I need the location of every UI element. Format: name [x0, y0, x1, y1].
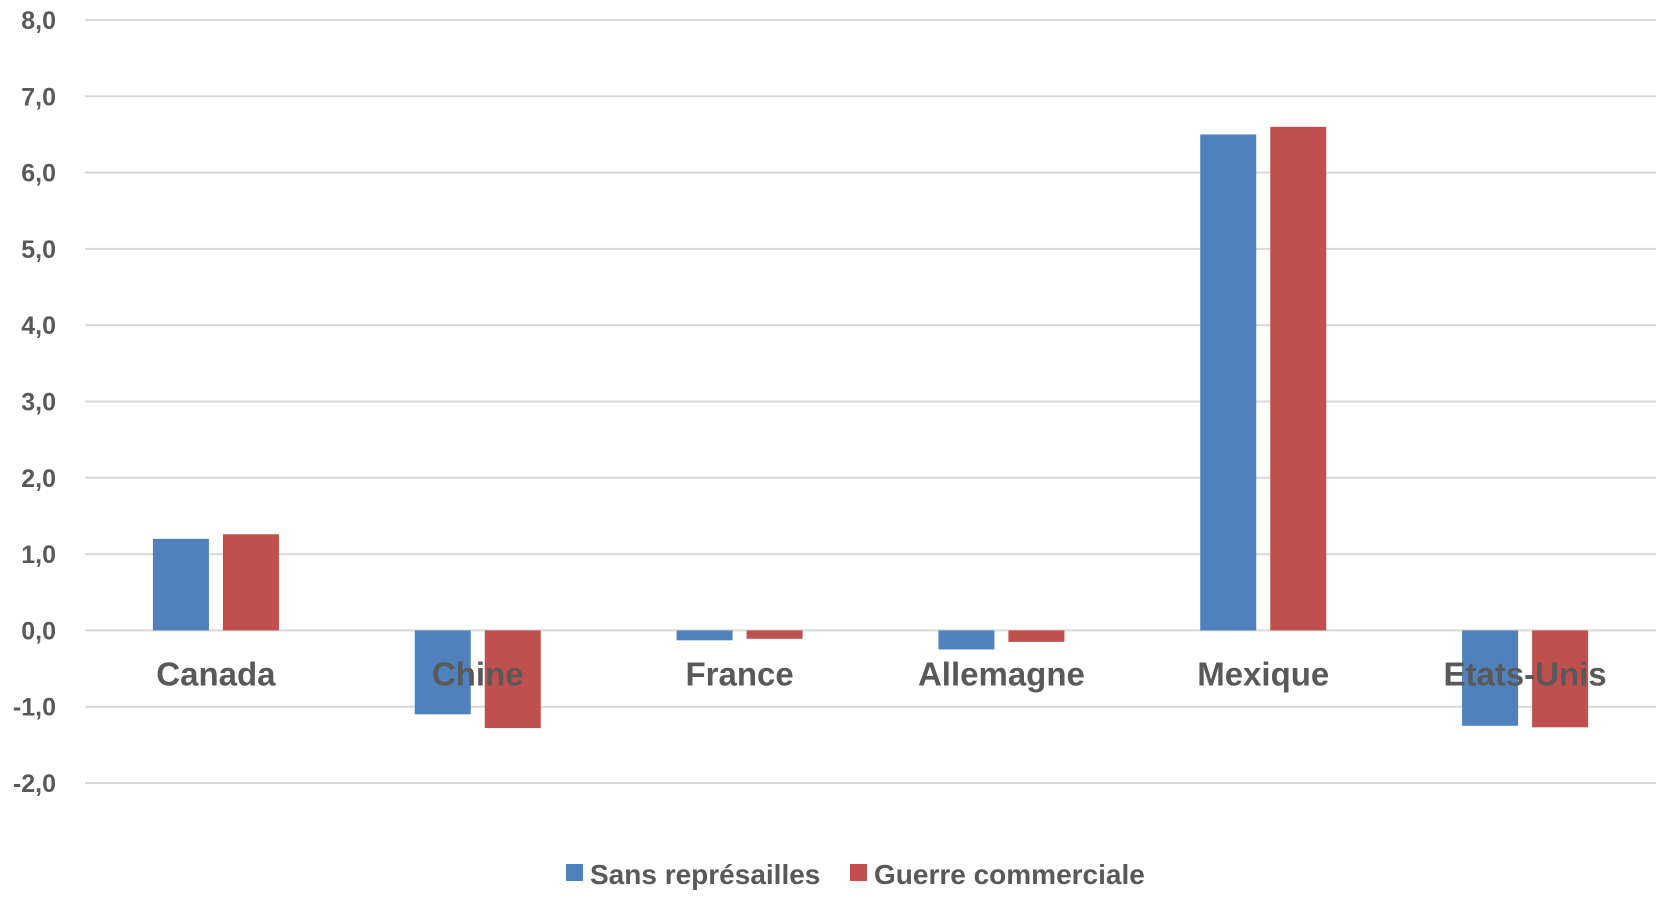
gridlines [85, 19, 1656, 784]
x-tick-label: Mexique [1197, 655, 1329, 692]
y-tick-label: 3,0 [21, 389, 56, 417]
y-axis-ticks: -2,0 -1,0 0,0 1,0 2,0 3,0 4,0 5,0 6,0 7,0 8,0 [13, 7, 56, 798]
bar-guerre-commerciale-1 [484, 630, 541, 729]
y-tick-label: -1,0 [13, 694, 56, 722]
legend-swatch-0 [566, 864, 583, 881]
bar-sans-represailles-1 [414, 630, 471, 715]
bar-guerre-commerciale-2 [746, 630, 803, 639]
y-tick-label: -2,0 [13, 770, 56, 798]
y-tick-label: 4,0 [21, 312, 56, 340]
x-tick-label: Allemagne [918, 655, 1085, 692]
x-axis-ticks: Canada Chine France Allemagne Mexique Etats-U… [156, 655, 1606, 692]
legend: Sans représailles Guerre commerciale [566, 859, 1145, 890]
y-tick-label: 7,0 [21, 83, 56, 111]
bar-guerre-commerciale-0 [222, 534, 279, 631]
x-tick-label: Etats-Unis [1443, 655, 1606, 692]
x-tick-label: France [685, 655, 793, 692]
bar-sans-represailles-5 [1462, 630, 1519, 726]
x-tick-label: Canada [156, 655, 276, 692]
bar-sans-represailles-4 [1200, 134, 1257, 631]
y-tick-label: 1,0 [21, 541, 56, 569]
x-tick-label: Chine [432, 655, 524, 692]
y-tick-label: 0,0 [21, 617, 56, 645]
y-tick-label: 5,0 [21, 236, 56, 264]
y-tick-label: 8,0 [21, 7, 56, 35]
bar-guerre-commerciale-3 [1008, 630, 1065, 642]
bar-sans-represailles-3 [938, 630, 995, 650]
legend-label: Sans représailles [590, 859, 820, 890]
legend-label: Guerre commerciale [874, 859, 1145, 890]
legend-swatch-1 [850, 864, 867, 881]
bar-guerre-commerciale-4 [1270, 126, 1327, 631]
bar-sans-represailles-0 [152, 538, 209, 631]
y-tick-label: 2,0 [21, 465, 56, 493]
bar-sans-represailles-2 [676, 630, 733, 641]
y-tick-label: 6,0 [21, 160, 56, 188]
bars [152, 126, 1589, 729]
bar-guerre-commerciale-5 [1532, 630, 1589, 728]
